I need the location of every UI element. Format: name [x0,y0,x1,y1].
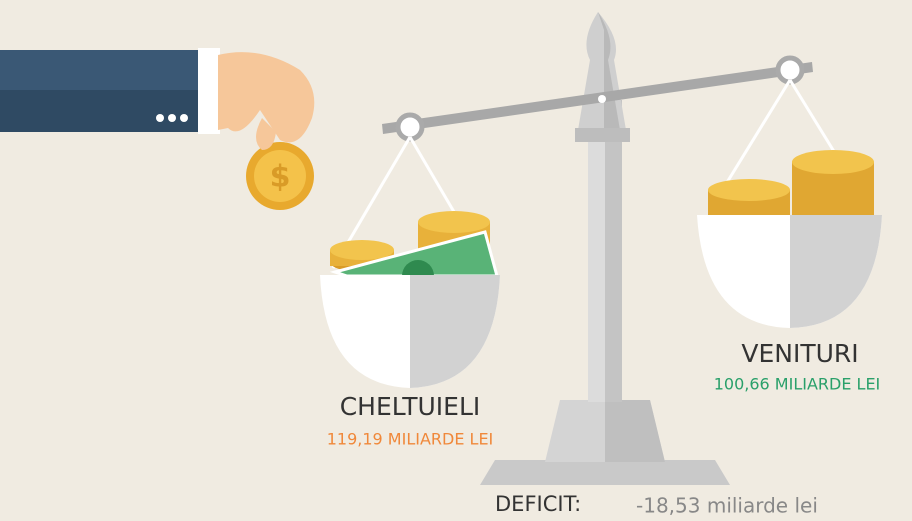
scale-beam [382,55,813,142]
deficit-label: DEFICIT: [495,492,581,516]
revenues-label: VENITURI [741,339,858,368]
right-pan [697,79,882,328]
left-pan [320,136,500,388]
expenses-label: CHELTUIELI [340,392,481,421]
expenses-amount: 119,19 MILIARDE LEI [327,430,494,449]
svg-text:$: $ [270,160,291,195]
revenues-amount: 100,66 MILIARDE LEI [714,375,881,394]
hand: $ [0,48,315,210]
deficit-amount: -18,53 miliarde lei [636,494,818,518]
